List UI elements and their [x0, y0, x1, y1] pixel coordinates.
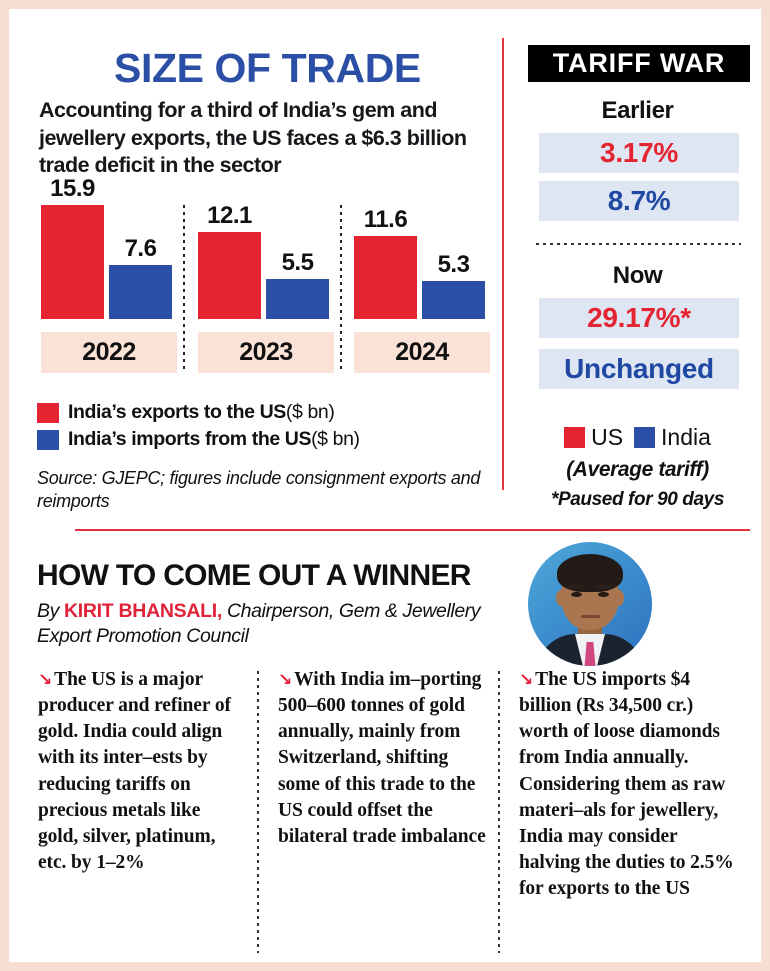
- bar-imports-2023: 5.5: [266, 249, 329, 319]
- portrait-tie: [584, 642, 596, 666]
- tariff-earlier-label: Earlier: [601, 97, 674, 124]
- column-dotted-divider: [257, 671, 259, 953]
- opinion-column-2-text: With India im–porting 500–600 tonnes of …: [278, 669, 486, 847]
- size-of-trade-panel: SIZE OF TRADE Accounting for a third of …: [9, 9, 502, 522]
- tariff-paused-note: *Paused for 90 days: [551, 489, 724, 510]
- tariff-now-label: Now: [612, 262, 663, 289]
- bar-imports-2024: 5.3: [422, 251, 485, 319]
- portrait-eye-right: [598, 592, 609, 597]
- opinion-byline: By KIRIT BHANSALI, Chairperson, Gem & Je…: [37, 599, 517, 650]
- portrait-eye-left: [571, 592, 582, 597]
- page-title: SIZE OF TRADE: [114, 45, 421, 91]
- tariff-swatch-blue-icon: [634, 427, 656, 448]
- arrow-down-right-icon: ↘: [38, 670, 53, 690]
- tariff-legend-label-us: US: [591, 424, 624, 450]
- opinion-column-3: ↘ The US imports $4 billion (Rs 34,500 cr…: [519, 667, 741, 902]
- bar-value-imports-2022: 7.6: [124, 235, 157, 262]
- opinion-columns: ↘ The US is a major producer and refiner …: [9, 667, 761, 957]
- vertical-divider: [502, 38, 504, 490]
- tariff-war-panel: TARIFF WAR Earlier 3.17% 8.7% Now 29.17%…: [514, 9, 761, 522]
- tariff-earlier-india-value: 8.7%: [539, 181, 739, 221]
- legend-unit-imports: ($ bn): [311, 428, 360, 450]
- opinion-headline: HOW TO COME OUT A WINNER: [37, 559, 471, 592]
- arrow-down-right-icon: ↘: [519, 670, 534, 690]
- chart-legend: India’s exports to the US($ bn) India’s …: [37, 401, 360, 455]
- portrait-ear-right: [614, 590, 624, 606]
- bar-value-imports-2024: 5.3: [437, 251, 470, 278]
- legend-label-exports: India’s exports to the US: [68, 401, 286, 423]
- bar-exports-2022: 15.9: [41, 175, 104, 319]
- portrait-eyebrow-right: [596, 585, 612, 589]
- chart-dotted-divider: [340, 205, 342, 373]
- tariff-now-us-value: 29.17%*: [539, 298, 739, 338]
- legend-swatch-blue-icon: [37, 429, 59, 450]
- tariff-legend-label-india: India: [661, 424, 711, 450]
- bar-group-2024: 11.6 5.3 2024: [354, 205, 490, 373]
- page-subtitle: Accounting for a third of India’s gem an…: [39, 98, 467, 178]
- tariff-legend-india: India: [634, 424, 711, 451]
- opinion-section: HOW TO COME OUT A WINNER By KIRIT BHANSA…: [9, 537, 761, 962]
- bar-exports-2023: 12.1: [198, 202, 261, 319]
- bar-imports-2022: 7.6: [109, 235, 172, 319]
- legend-label-imports: India’s imports from the US: [68, 428, 312, 450]
- portrait-hair: [557, 554, 623, 592]
- legend-unit-exports: ($ bn): [285, 401, 335, 423]
- bar-value-exports-2024: 11.6: [363, 206, 408, 233]
- tariff-legend-us: US: [564, 424, 623, 451]
- opinion-column-1-text: The US is a major producer and refiner o…: [38, 669, 231, 873]
- bar-value-imports-2023: 5.5: [281, 249, 314, 276]
- column-dotted-divider: [498, 671, 500, 953]
- legend-swatch-red-icon: [37, 402, 59, 423]
- opinion-column-2: ↘ With India im–porting 500–600 tonnes of…: [278, 667, 488, 850]
- byline-author-name: KIRIT BHANSALI,: [63, 600, 222, 622]
- legend-item-exports: India’s exports to the US($ bn): [37, 401, 360, 424]
- portrait-mouth: [581, 615, 600, 618]
- year-label-2023: 2023: [198, 332, 334, 373]
- bar-value-exports-2023: 12.1: [207, 202, 252, 229]
- tariff-war-header: TARIFF WAR: [528, 45, 750, 82]
- legend-item-imports: India’s imports from the US($ bn): [37, 428, 360, 451]
- bar-value-exports-2022: 15.9: [50, 175, 95, 202]
- opinion-column-3-text: The US imports $4 billion (Rs 34,500 cr.…: [519, 669, 734, 899]
- source-note: Source: GJEPC; figures include consignme…: [37, 468, 481, 511]
- tariff-average-note: (Average tariff): [566, 458, 709, 481]
- portrait-eyebrow-left: [568, 585, 584, 589]
- year-label-2022: 2022: [41, 332, 177, 373]
- bar-group-2022: 15.9 7.6 2022: [41, 175, 177, 373]
- top-section: SIZE OF TRADE Accounting for a third of …: [9, 9, 761, 522]
- tariff-dotted-divider: [536, 243, 741, 245]
- tariff-legend: US India: [514, 424, 761, 451]
- bar-group-2023: 12.1 5.5 2023: [198, 202, 334, 373]
- horizontal-divider: [75, 529, 750, 531]
- tariff-earlier-us-value: 3.17%: [539, 133, 739, 173]
- opinion-column-1: ↘ The US is a major producer and refiner …: [38, 667, 242, 876]
- bar-exports-2024: 11.6: [354, 206, 417, 319]
- tariff-now-india-value: Unchanged: [539, 349, 739, 389]
- byline-prefix: By: [37, 600, 64, 622]
- tariff-swatch-red-icon: [564, 427, 586, 448]
- byline-role: Chairperson, Gem & Jewellery Export Prom…: [37, 600, 481, 648]
- infographic-page: SIZE OF TRADE Accounting for a third of …: [9, 9, 761, 962]
- trade-bar-chart: 15.9 7.6 2022 12.1 5.5: [31, 175, 491, 373]
- year-label-2024: 2024: [354, 332, 490, 373]
- chart-dotted-divider: [183, 205, 185, 373]
- author-portrait-avatar: [528, 542, 652, 666]
- arrow-down-right-icon: ↘: [278, 670, 293, 690]
